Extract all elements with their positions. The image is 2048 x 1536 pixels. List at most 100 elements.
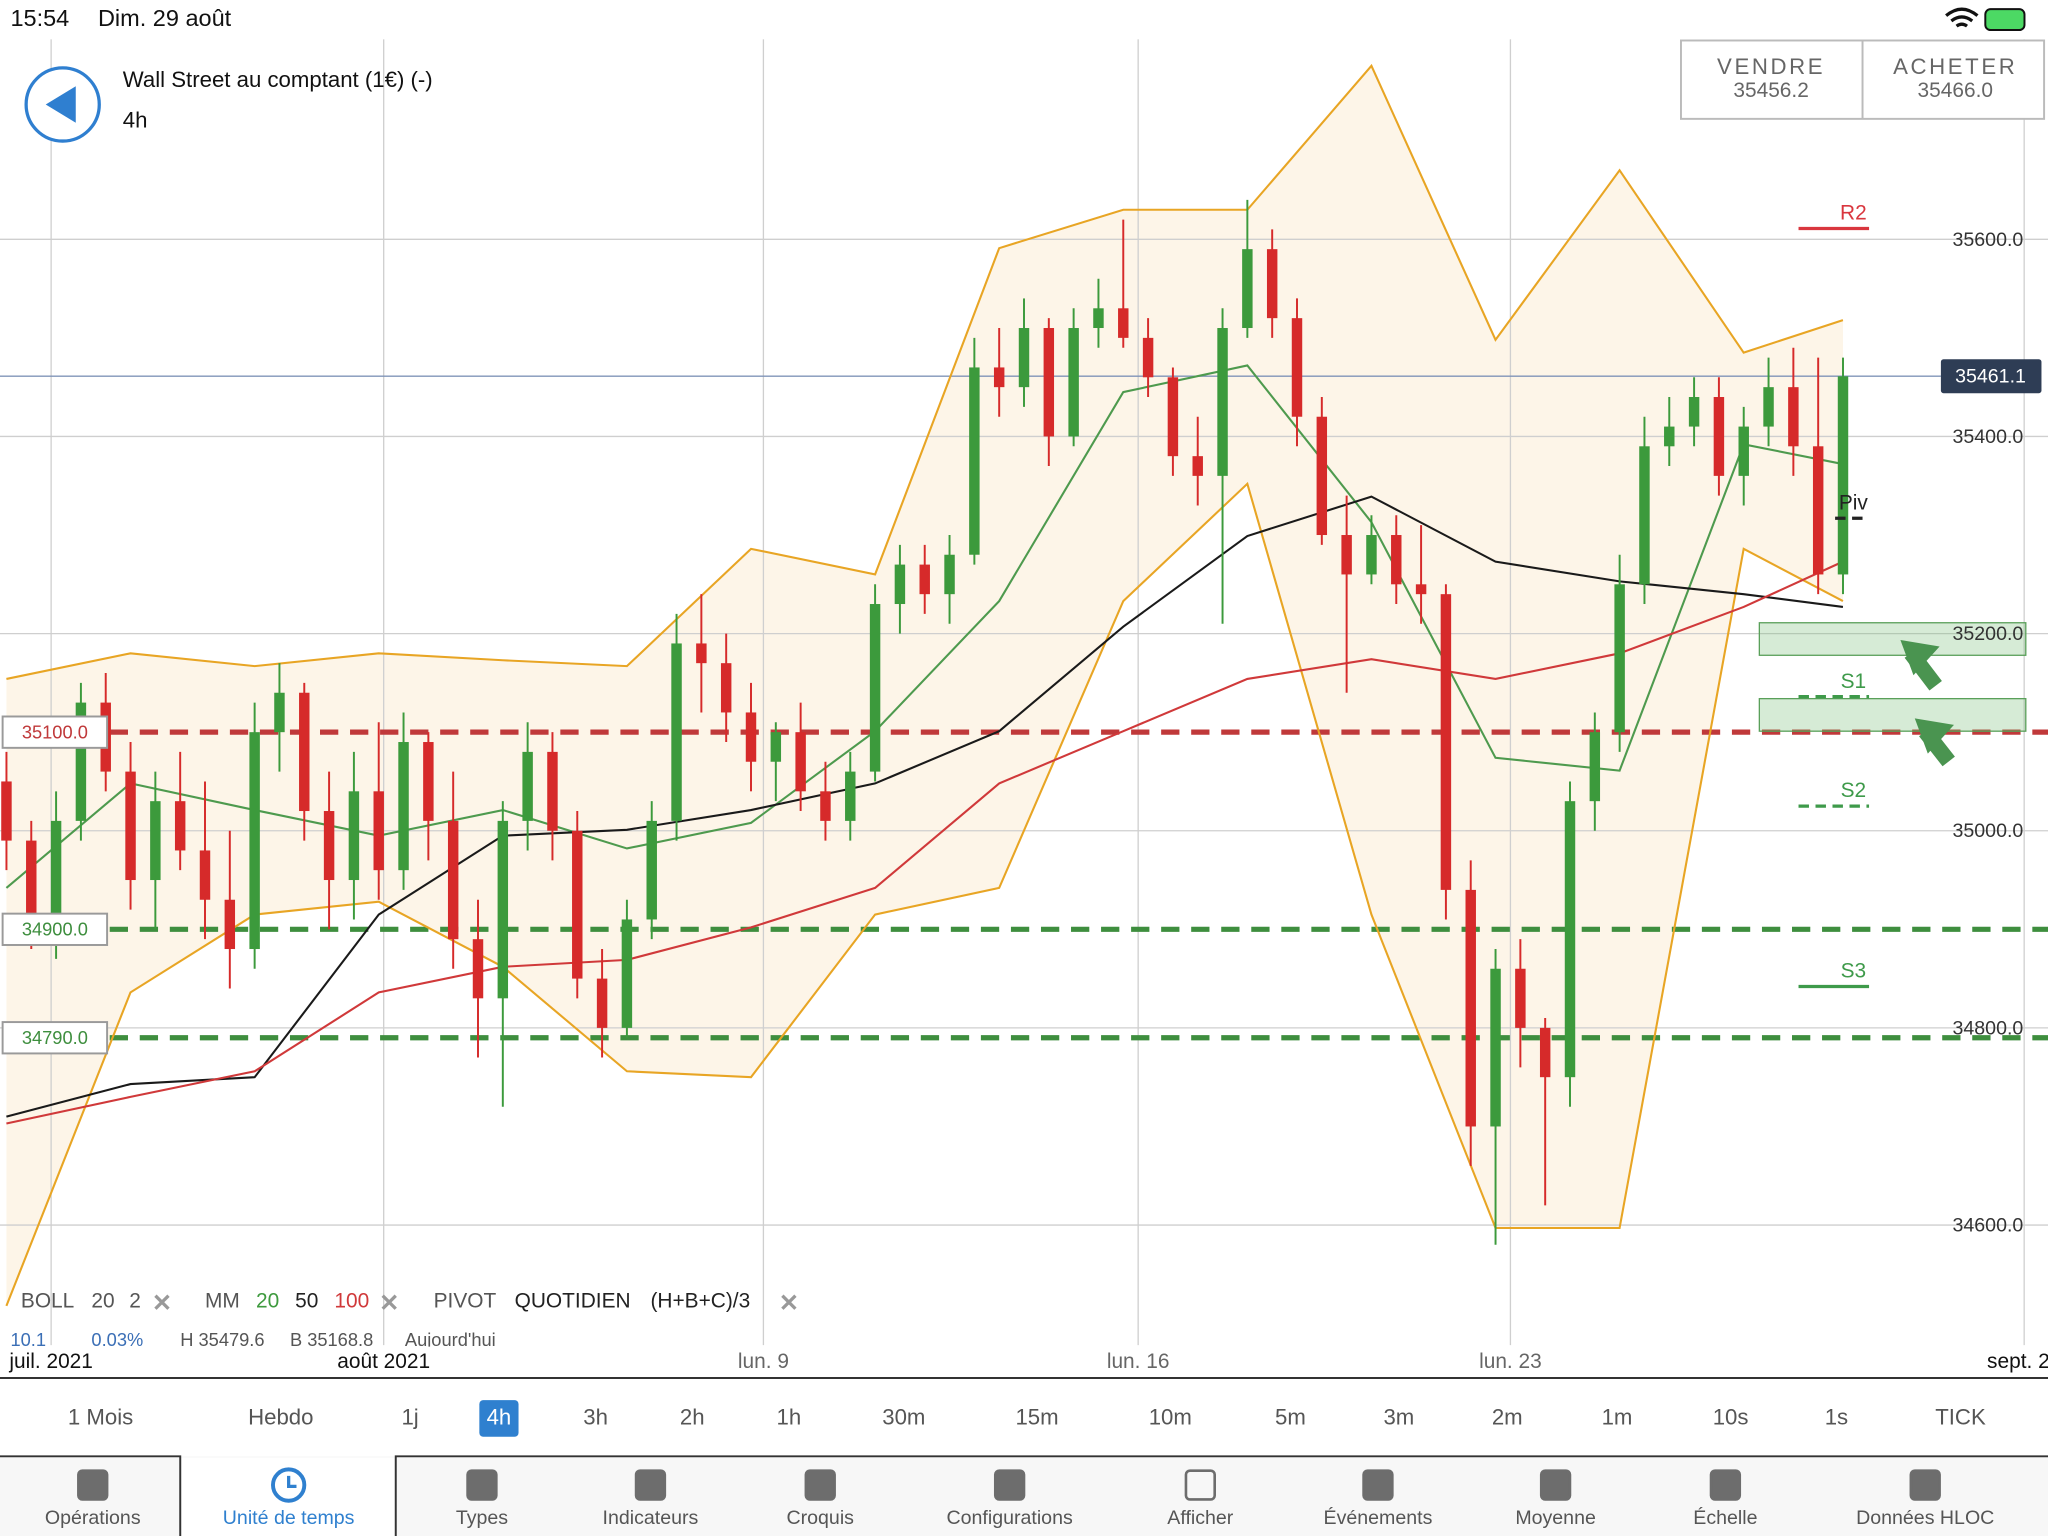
- timeframe[interactable]: 15m: [1015, 1404, 1058, 1429]
- trade-price[interactable]: 35456.2: [1733, 79, 1808, 102]
- candle-body: [522, 751, 533, 821]
- candle-body: [1589, 732, 1601, 802]
- candle-body: [1639, 446, 1650, 585]
- indicator-label: 50: [295, 1290, 318, 1313]
- date-band: [0, 1346, 2048, 1380]
- timeframe[interactable]: 4h: [487, 1404, 512, 1429]
- tab-icon: [1909, 1469, 1941, 1501]
- trade-label[interactable]: ACHETER: [1893, 54, 2017, 79]
- timeframe[interactable]: 1h: [777, 1404, 802, 1429]
- candle-body: [50, 820, 62, 930]
- candle-body: [1366, 535, 1377, 575]
- timeframe[interactable]: 30m: [882, 1404, 925, 1429]
- status-date: Dim. 29 août: [98, 5, 232, 31]
- candle-body: [1713, 397, 1725, 476]
- candle-body: [26, 840, 37, 930]
- candle-body: [1192, 456, 1203, 476]
- x-tick-label: juil. 2021: [8, 1350, 93, 1373]
- tab-icon: [1539, 1469, 1572, 1501]
- candle-body: [75, 702, 87, 821]
- x-tick-label: lun. 9: [738, 1350, 789, 1373]
- pivot-label: S2: [1841, 779, 1867, 802]
- timeframe[interactable]: Hebdo: [248, 1404, 313, 1429]
- tab-label[interactable]: Événements: [1324, 1506, 1433, 1529]
- candle-body: [1142, 337, 1154, 378]
- indicator-info: 10.1: [10, 1329, 46, 1350]
- timeframe[interactable]: 1m: [1602, 1404, 1633, 1429]
- candle-body: [1812, 446, 1824, 575]
- tab-label[interactable]: Unité de temps: [223, 1507, 355, 1529]
- timeframe[interactable]: 1s: [1825, 1404, 1848, 1429]
- timeframe[interactable]: 10m: [1149, 1404, 1192, 1429]
- timeframe[interactable]: 2h: [680, 1404, 705, 1429]
- candle-body: [1763, 387, 1774, 427]
- indicator-label: 20: [91, 1290, 114, 1313]
- y-tick-label: 35600.0: [1953, 229, 2024, 251]
- candle-body: [1837, 376, 1849, 575]
- timeframe[interactable]: 1 Mois: [68, 1404, 133, 1429]
- tab-label[interactable]: Données HLOC: [1856, 1507, 1994, 1529]
- tab-label[interactable]: Afficher: [1167, 1507, 1233, 1529]
- candle-body: [199, 850, 211, 900]
- candle-body: [1167, 377, 1179, 457]
- candle-body: [547, 751, 558, 831]
- indicator-line: [6, 63, 1844, 680]
- timeframe[interactable]: 2m: [1492, 1404, 1523, 1429]
- indicator-line: [6, 495, 1844, 1118]
- timeframe[interactable]: 1j: [401, 1404, 418, 1429]
- candle-body: [696, 643, 707, 664]
- candle-body: [1614, 584, 1625, 733]
- indicator-label: (H+B+C)/3: [650, 1290, 750, 1313]
- candle-body: [720, 663, 732, 713]
- indicator-label: PIVOT: [434, 1290, 497, 1313]
- trade-label[interactable]: VENDRE: [1717, 54, 1825, 79]
- candle-body: [1788, 387, 1799, 447]
- tab-label[interactable]: Croquis: [787, 1507, 855, 1529]
- tab-label[interactable]: Échelle: [1693, 1506, 1757, 1529]
- tab-icon: [804, 1469, 836, 1501]
- remove-icon[interactable]: [381, 1294, 397, 1310]
- tab-icon: [271, 1467, 307, 1503]
- candle-body: [745, 712, 757, 762]
- candle-body: [1564, 801, 1576, 1078]
- tab-icon: [77, 1469, 109, 1501]
- candle-body: [1664, 426, 1675, 447]
- candle-body: [1515, 968, 1526, 1028]
- timeframe[interactable]: 10s: [1713, 1404, 1749, 1429]
- trade-price[interactable]: 35466.0: [1918, 79, 1993, 102]
- tab-label[interactable]: Moyenne: [1515, 1507, 1596, 1529]
- level-box: [1, 1021, 109, 1055]
- pivot-label: S1: [1841, 670, 1867, 693]
- candle-body: [249, 732, 260, 950]
- candle-body: [845, 771, 856, 821]
- tab-label[interactable]: Opérations: [45, 1507, 141, 1529]
- level-box: [1, 912, 109, 946]
- candle-body: [423, 742, 434, 821]
- timeframe[interactable]: 3m: [1383, 1404, 1414, 1429]
- candle-body: [323, 811, 335, 881]
- tab-label[interactable]: Indicateurs: [603, 1507, 699, 1529]
- candle-body: [993, 367, 1005, 388]
- tab-icon: [1362, 1469, 1394, 1501]
- candle-body: [869, 604, 881, 772]
- candle-body: [969, 367, 980, 555]
- x-tick-label: lun. 16: [1107, 1350, 1170, 1373]
- indicator-line: [6, 560, 1844, 1125]
- back-arrow[interactable]: [45, 86, 76, 123]
- timeframe[interactable]: 5m: [1275, 1404, 1306, 1429]
- candle-body: [1068, 328, 1079, 437]
- indicator-label: QUOTIDIEN: [515, 1290, 631, 1313]
- remove-icon[interactable]: [154, 1294, 170, 1310]
- candle-body: [1, 781, 12, 841]
- chart: R2 Piv S1 S2 S3 34600.0 34800.0 35000.0 35200.0 3…: [0, 39, 2048, 1346]
- candle-body: [1217, 328, 1228, 476]
- tab-label[interactable]: Configurations: [947, 1507, 1073, 1529]
- timeframe[interactable]: TICK: [1935, 1404, 1986, 1429]
- pivot-label: S3: [1841, 960, 1867, 983]
- candle-body: [1018, 328, 1030, 388]
- zone: [1758, 622, 2027, 656]
- timeframe[interactable]: 3h: [583, 1404, 608, 1429]
- candle-body: [1266, 249, 1278, 319]
- remove-icon[interactable]: [781, 1294, 797, 1310]
- tab-label[interactable]: Types: [456, 1507, 508, 1529]
